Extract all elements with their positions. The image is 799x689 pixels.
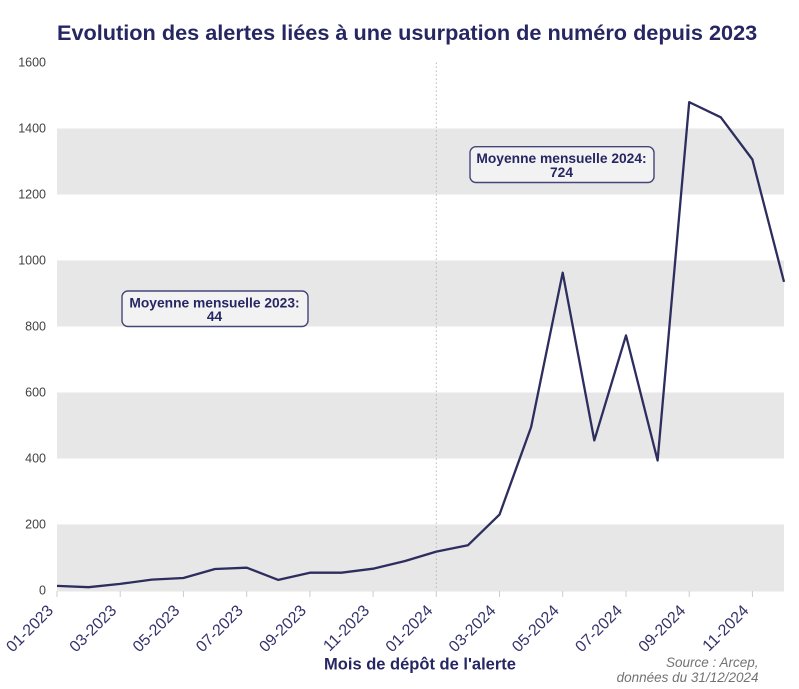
svg-text:1200: 1200 (18, 188, 46, 202)
svg-text:600: 600 (25, 386, 46, 400)
svg-text:1000: 1000 (18, 254, 46, 268)
svg-text:400: 400 (25, 452, 46, 466)
svg-text:1600: 1600 (18, 56, 46, 70)
svg-text:0: 0 (39, 584, 46, 598)
svg-text:Source : Arcep,: Source : Arcep, (666, 655, 759, 670)
svg-text:Moyenne mensuelle 2024:: Moyenne mensuelle 2024: (476, 151, 646, 166)
svg-text:44: 44 (207, 309, 223, 324)
svg-text:724: 724 (550, 165, 573, 180)
svg-text:1400: 1400 (18, 122, 46, 136)
svg-text:Mois de dépôt de l'alerte: Mois de dépôt de l'alerte (324, 655, 516, 673)
svg-text:800: 800 (25, 320, 46, 334)
svg-text:Moyenne mensuelle 2023:: Moyenne mensuelle 2023: (129, 295, 299, 310)
svg-text:200: 200 (25, 518, 46, 532)
svg-text:Evolution des alertes liées à: Evolution des alertes liées à une usurpa… (57, 20, 757, 45)
svg-text:données du 31/12/2024: données du 31/12/2024 (617, 670, 759, 685)
